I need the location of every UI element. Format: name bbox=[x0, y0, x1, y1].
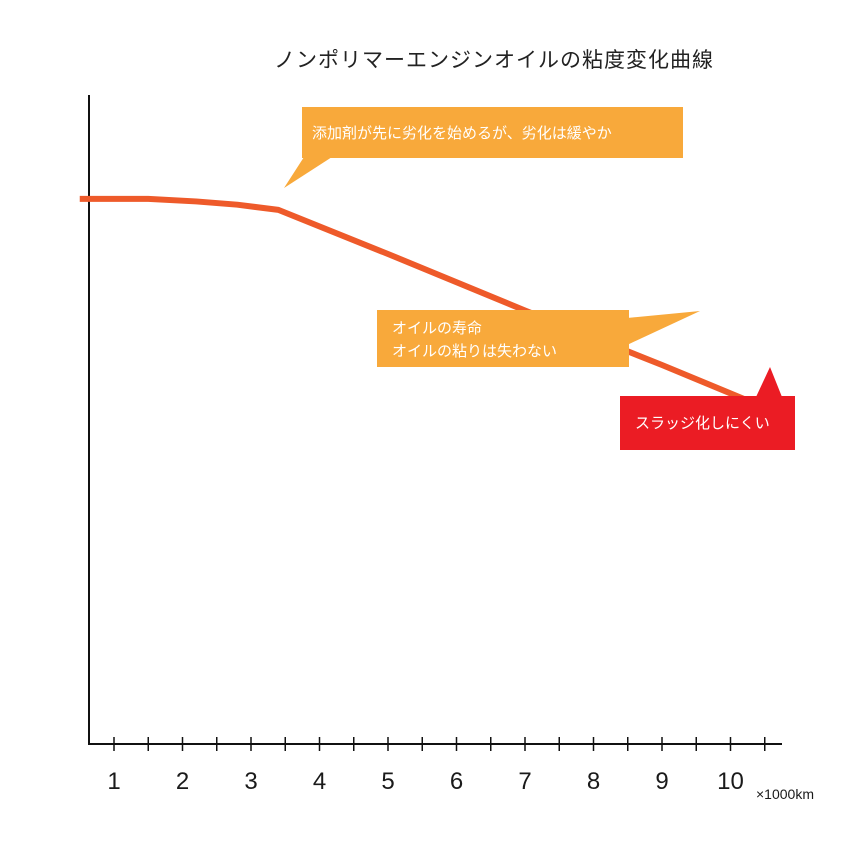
callout-3-text: スラッジ化しにくい bbox=[635, 414, 770, 432]
x-axis-unit: ×1000km bbox=[756, 786, 814, 802]
x-tick-label: 3 bbox=[244, 768, 257, 795]
x-tick-label: 6 bbox=[450, 768, 463, 795]
x-tick-label: 8 bbox=[587, 768, 600, 795]
callout-3-box bbox=[620, 396, 795, 450]
x-tick-label: 1 bbox=[107, 768, 120, 795]
callout-2-box bbox=[377, 310, 629, 367]
x-tick-label: 9 bbox=[655, 768, 668, 795]
callout-2-line-1: オイルの寿命 bbox=[392, 319, 482, 337]
callout-1-box bbox=[302, 107, 683, 158]
x-tick-label: 2 bbox=[176, 768, 189, 795]
x-tick-label: 7 bbox=[518, 768, 531, 795]
x-tick-label: 5 bbox=[381, 768, 394, 795]
callout-1-tail bbox=[284, 157, 332, 188]
x-tick-label: 4 bbox=[313, 768, 326, 795]
callout-2-line-2: オイルの粘りは失わない bbox=[392, 342, 557, 360]
callout-3-tail bbox=[756, 367, 782, 397]
series-line bbox=[79, 195, 773, 414]
callout-2-tail bbox=[627, 311, 700, 345]
chart-title: ノンポリマーエンジンオイルの粘度変化曲線 bbox=[274, 48, 714, 72]
callout-1-text: 添加剤が先に劣化を始めるが、劣化は緩やか bbox=[312, 124, 612, 142]
x-tick-label: 10 bbox=[717, 768, 744, 795]
